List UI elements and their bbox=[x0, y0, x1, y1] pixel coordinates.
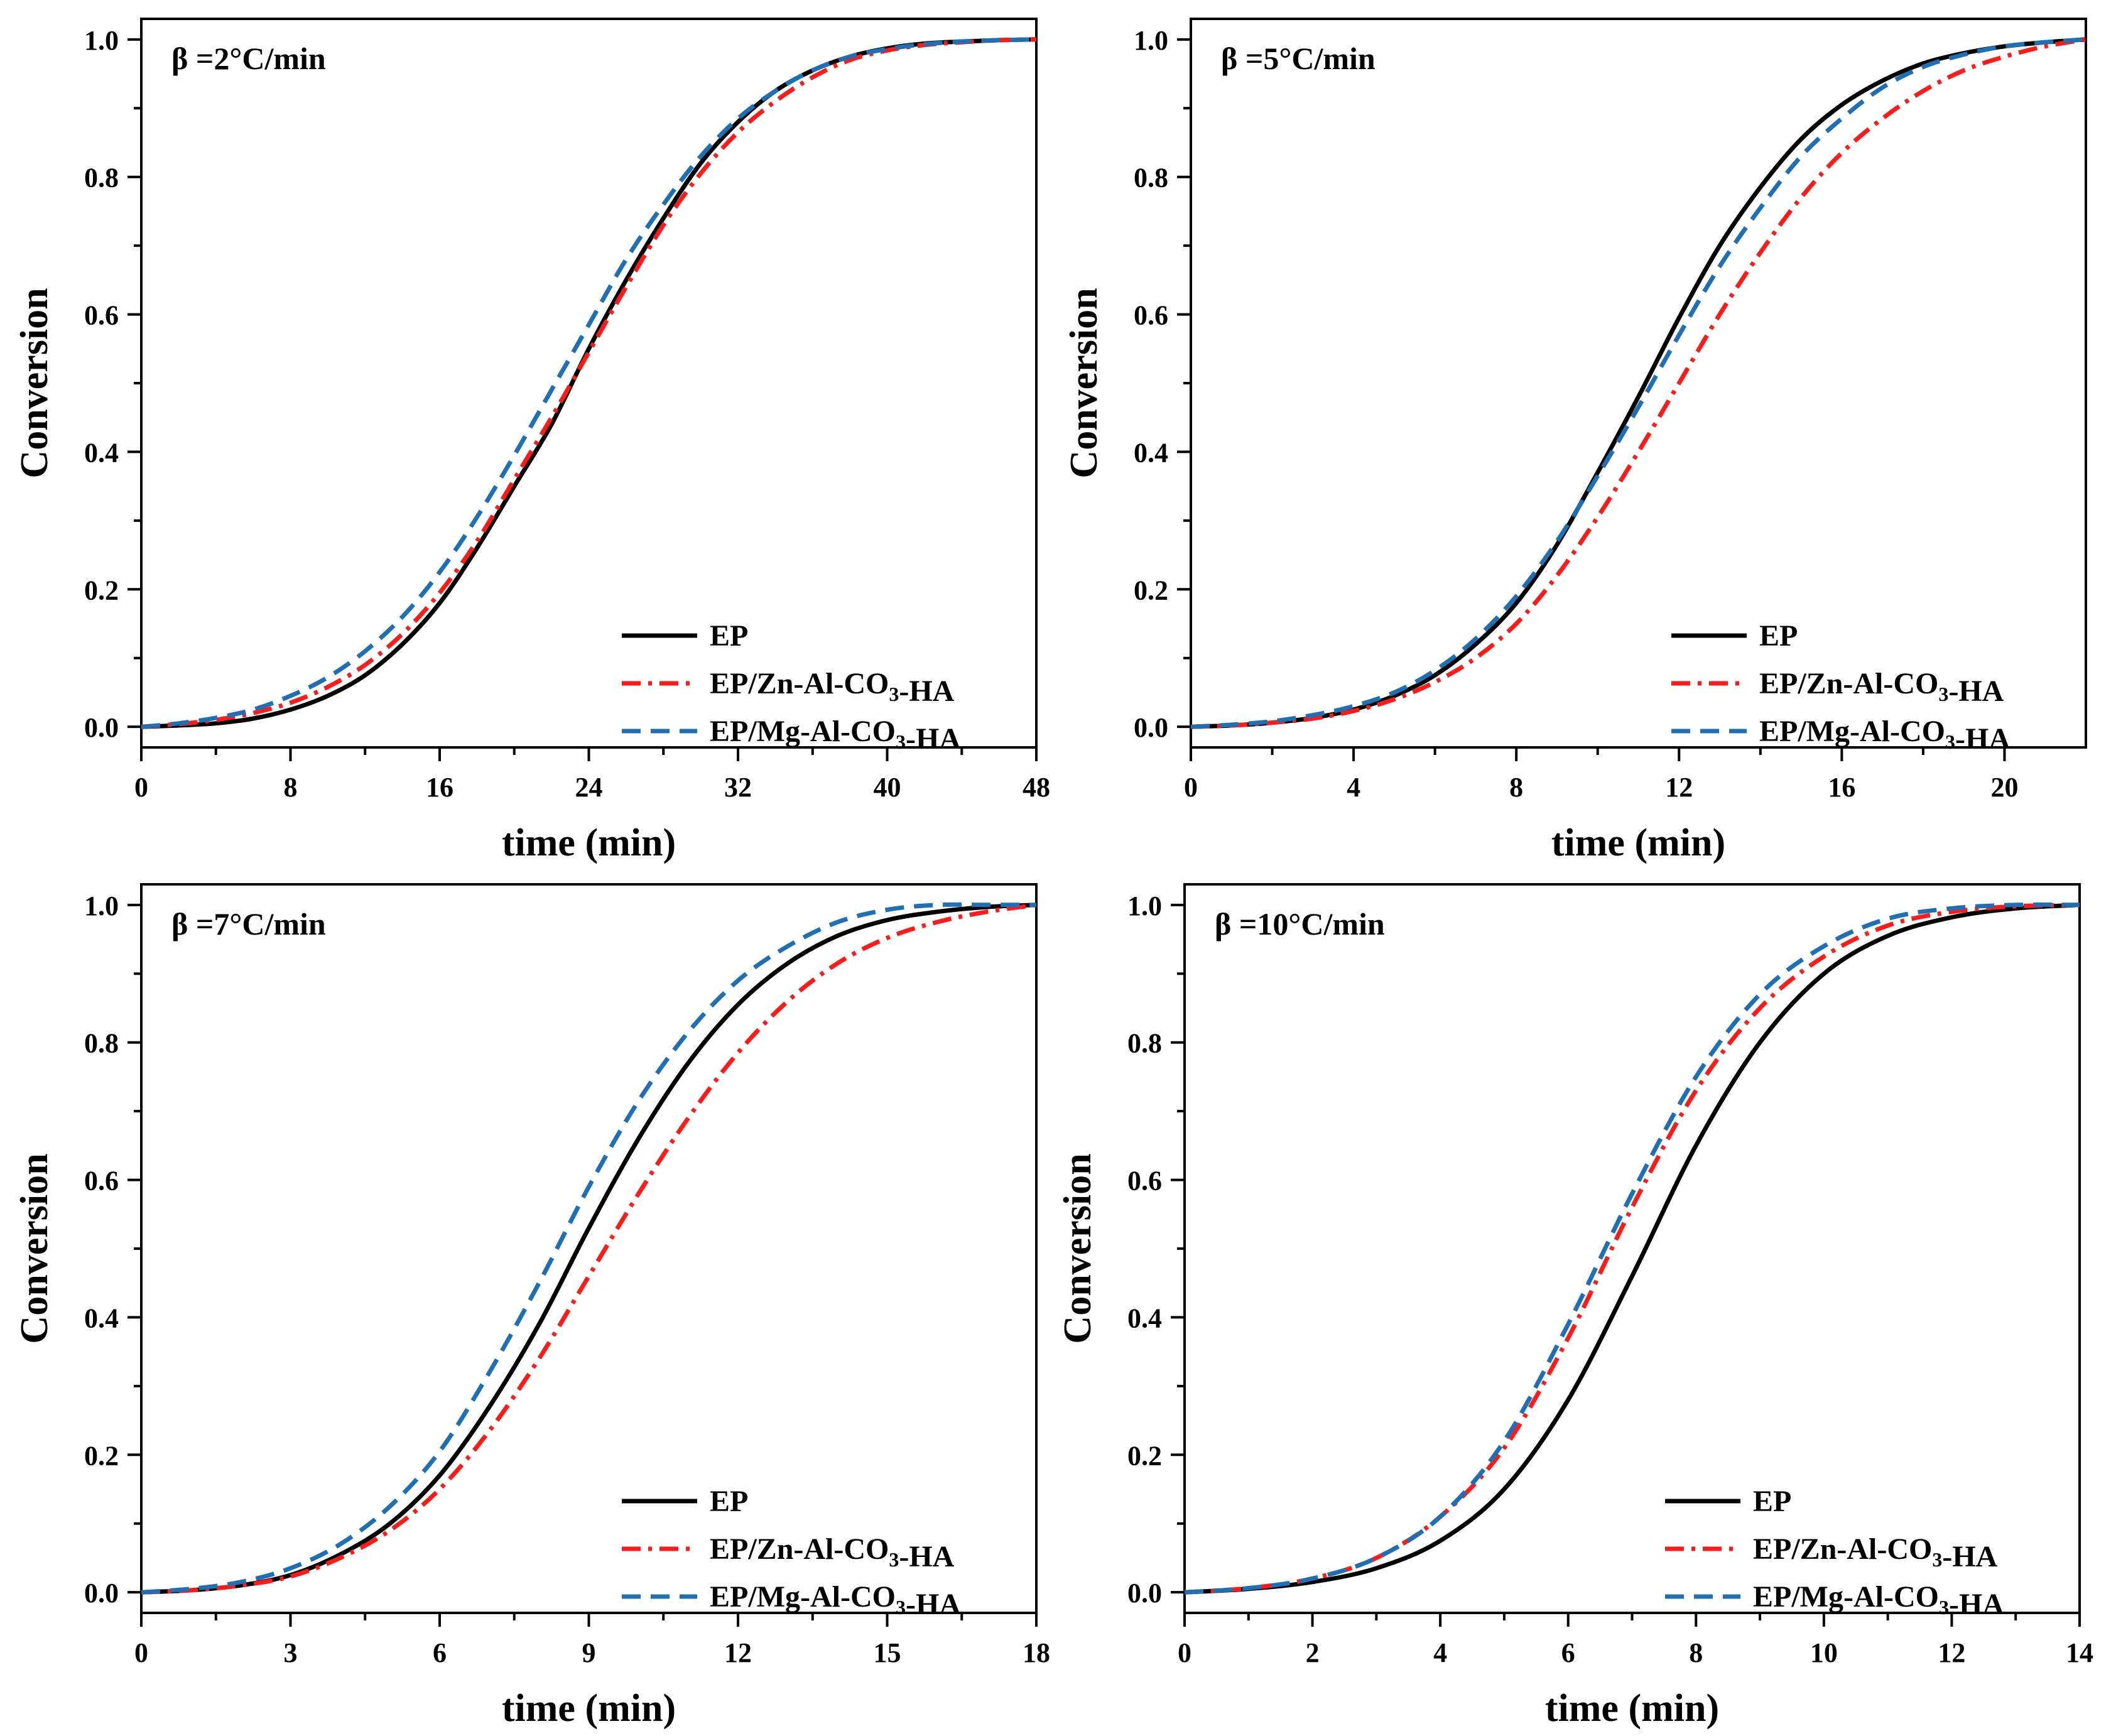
series-line-2 bbox=[1190, 37, 2087, 729]
y-tick-label: 0.6 bbox=[84, 300, 119, 331]
legend-label-2: EP/Zn-Al-CO3-HA bbox=[1753, 1533, 1998, 1573]
legend-label-2: EP/Zn-Al-CO3-HA bbox=[710, 667, 955, 708]
panel-title: β =10°C/min bbox=[1215, 906, 1385, 941]
x-axis-title: time (min) bbox=[1545, 1687, 1719, 1730]
legend-label-3: EP/Mg-Al-CO3-HA bbox=[710, 1580, 961, 1621]
series-line-2 bbox=[1184, 903, 2080, 1595]
series-line-1 bbox=[1190, 37, 2087, 729]
x-tick-label: 12 bbox=[1938, 1637, 1965, 1668]
x-tick-label: 15 bbox=[874, 1637, 901, 1668]
y-tick-label: 0.8 bbox=[84, 163, 119, 193]
x-tick-label: 16 bbox=[426, 772, 453, 803]
x-tick-label: 14 bbox=[2066, 1637, 2093, 1668]
y-tick-label: 0.0 bbox=[84, 712, 119, 743]
y-tick-label: 0.4 bbox=[1127, 1303, 1162, 1333]
x-tick-label: 32 bbox=[724, 772, 752, 803]
y-axis-title: Conversion bbox=[1056, 1153, 1099, 1343]
legend-label-3: EP/Mg-Al-CO3-HA bbox=[710, 715, 961, 756]
legend-label-2: EP/Zn-Al-CO3-HA bbox=[1759, 667, 2004, 708]
x-axis-title: time (min) bbox=[502, 1687, 676, 1730]
series-line-3 bbox=[1190, 37, 2087, 729]
legend-label-1: EP bbox=[710, 1485, 748, 1518]
y-tick-label: 0.8 bbox=[84, 1028, 119, 1059]
x-tick-label: 4 bbox=[1347, 772, 1360, 803]
y-tick-label: 0.4 bbox=[84, 1303, 119, 1333]
legend-label-3: EP/Mg-Al-CO3-HA bbox=[1753, 1580, 2004, 1621]
x-tick-label: 12 bbox=[1665, 772, 1693, 803]
x-tick-label: 10 bbox=[1810, 1637, 1838, 1668]
plot-frame bbox=[140, 18, 1038, 749]
x-tick-label: 16 bbox=[1828, 772, 1855, 803]
y-tick-label: 0.2 bbox=[84, 1440, 119, 1471]
y-tick-label: 0.0 bbox=[1134, 712, 1168, 743]
y-tick-label: 0.0 bbox=[84, 1578, 119, 1609]
plot-frame bbox=[1190, 18, 2087, 749]
series-line-1 bbox=[141, 37, 1037, 729]
series-line-1 bbox=[1184, 903, 2080, 1595]
x-tick-label: 40 bbox=[874, 772, 901, 803]
y-axis-title: Conversion bbox=[1063, 288, 1105, 478]
x-tick-label: 2 bbox=[1306, 1637, 1320, 1668]
series-line-3 bbox=[141, 37, 1037, 729]
x-tick-label: 3 bbox=[284, 1637, 298, 1668]
y-tick-label: 0.6 bbox=[1134, 300, 1168, 331]
chart-panel-1: 0 8 16 24 32 40 48 0.0 0.2 0.4 0.6 0.8 1.0 time (min)… bbox=[13, 18, 1050, 864]
x-tick-label: 0 bbox=[1184, 772, 1198, 803]
x-axis-title: time (min) bbox=[502, 822, 676, 864]
y-tick-label: 1.0 bbox=[84, 25, 119, 56]
x-tick-label: 48 bbox=[1023, 772, 1050, 803]
x-tick-label: 6 bbox=[1561, 1637, 1575, 1668]
y-tick-label: 1.0 bbox=[1134, 25, 1168, 56]
legend-label-2: EP/Zn-Al-CO3-HA bbox=[710, 1533, 955, 1573]
panel-title: β =5°C/min bbox=[1221, 41, 1376, 76]
x-tick-label: 4 bbox=[1433, 1637, 1447, 1668]
series-line-3 bbox=[141, 902, 1036, 1595]
x-tick-label: 18 bbox=[1023, 1637, 1050, 1668]
chart-panel-3: 0 3 6 9 12 15 18 0.0 0.2 0.4 0.6 0.8 1.0 time (min) Co… bbox=[13, 883, 1050, 1730]
y-tick-label: 0.4 bbox=[1134, 437, 1168, 468]
series-line-2 bbox=[141, 37, 1037, 729]
series-line-2 bbox=[141, 903, 1037, 1595]
x-tick-label: 0 bbox=[1178, 1637, 1191, 1668]
y-tick-label: 0.6 bbox=[1127, 1166, 1162, 1196]
y-tick-label: 0.0 bbox=[1127, 1578, 1162, 1609]
x-tick-label: 20 bbox=[1990, 772, 2018, 803]
x-tick-label: 12 bbox=[724, 1637, 752, 1668]
y-axis-title: Conversion bbox=[13, 288, 56, 478]
y-tick-label: 0.8 bbox=[1127, 1028, 1162, 1059]
legend-label-1: EP bbox=[1759, 619, 1798, 653]
x-axis-title: time (min) bbox=[1551, 822, 1725, 864]
y-tick-label: 0.2 bbox=[1134, 575, 1168, 605]
x-tick-label: 0 bbox=[134, 772, 148, 803]
legend-label-3: EP/Mg-Al-CO3-HA bbox=[1759, 715, 2011, 756]
legend-label-1: EP bbox=[1753, 1485, 1791, 1518]
y-tick-label: 1.0 bbox=[84, 891, 119, 921]
x-tick-label: 8 bbox=[1689, 1637, 1703, 1668]
plot-frame bbox=[1183, 883, 2081, 1614]
plot-frame bbox=[140, 883, 1038, 1614]
x-tick-label: 8 bbox=[1509, 772, 1523, 803]
x-tick-label: 8 bbox=[284, 772, 298, 803]
panel-title: β =7°C/min bbox=[171, 906, 326, 941]
y-tick-label: 0.4 bbox=[84, 437, 119, 468]
x-tick-label: 0 bbox=[134, 1637, 148, 1668]
y-tick-label: 0.8 bbox=[1134, 163, 1168, 193]
series-line-3 bbox=[1184, 902, 2080, 1595]
series-line-1 bbox=[141, 903, 1037, 1595]
x-tick-label: 6 bbox=[433, 1637, 447, 1668]
legend-label-1: EP bbox=[710, 619, 748, 653]
x-tick-label: 24 bbox=[575, 772, 603, 803]
y-tick-label: 0.2 bbox=[84, 575, 119, 605]
panel-title: β =2°C/min bbox=[171, 41, 326, 76]
y-tick-label: 0.2 bbox=[1127, 1440, 1162, 1471]
y-axis-title: Conversion bbox=[13, 1153, 56, 1343]
y-tick-label: 0.6 bbox=[84, 1166, 119, 1196]
y-tick-label: 1.0 bbox=[1127, 891, 1162, 921]
x-tick-label: 9 bbox=[582, 1637, 596, 1668]
chart-panel-2: 0 4 8 12 16 20 0.0 0.2 0.4 0.6 0.8 1.0 time (min) Con… bbox=[1063, 18, 2087, 864]
chart-panel-4: 0 2 4 6 8 10 12 14 0.0 0.2 0.4 0.6 0.8 1.0 time (min) C… bbox=[1056, 883, 2093, 1730]
